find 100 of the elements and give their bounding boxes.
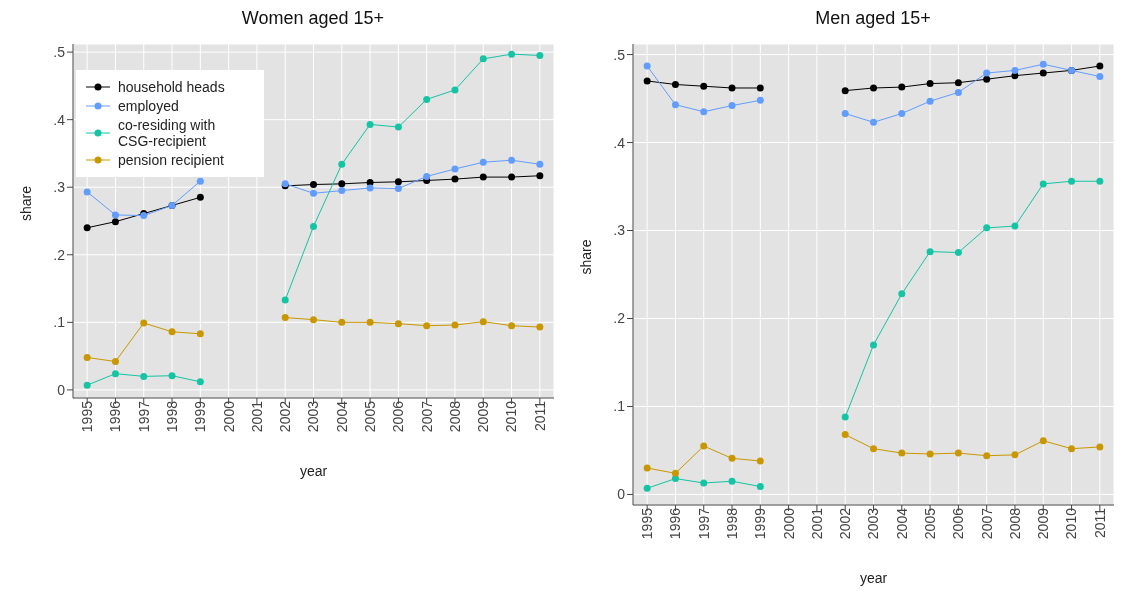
point [479, 173, 487, 181]
point [451, 86, 459, 94]
x-tick-label: 1999 [192, 400, 209, 433]
x-tick-label: 1997 [695, 507, 712, 540]
point [1096, 73, 1104, 81]
legend-label: pension recipient [118, 152, 224, 168]
point [671, 80, 679, 88]
point [366, 120, 374, 128]
point [196, 330, 204, 338]
x-tick-label: 1998 [163, 400, 180, 433]
point [756, 84, 764, 92]
x-tick-label: 2003 [865, 507, 882, 540]
point [1096, 443, 1104, 451]
point [1096, 177, 1104, 185]
x-tick-label: 2004 [333, 400, 350, 433]
point [841, 413, 849, 421]
x-axis-title: year [299, 463, 328, 479]
point [423, 95, 431, 103]
chart-title: Women aged 15+ [240, 8, 386, 30]
point [756, 483, 764, 491]
point [671, 469, 679, 477]
y-tick-label: .5 [613, 46, 626, 63]
x-tick-label: 2001 [808, 507, 825, 540]
x-tick-label: 1995 [79, 400, 96, 433]
point [111, 370, 119, 378]
y-tick-label: .4 [613, 134, 626, 151]
x-tick-label: 2005 [362, 400, 379, 433]
point [643, 77, 651, 85]
x-tick-label: 1998 [723, 507, 740, 540]
point [870, 84, 877, 92]
chart-title: Men aged 15+ [814, 8, 932, 30]
x-tick-label: 2007 [978, 507, 995, 540]
point [643, 464, 651, 472]
x-tick-label: 2002 [837, 507, 854, 540]
point [111, 358, 119, 366]
point [1096, 62, 1104, 70]
point [954, 79, 962, 87]
point [111, 211, 119, 219]
y-tick-label: .2 [53, 246, 66, 263]
x-tick-label: 1996 [667, 507, 684, 540]
point [728, 84, 736, 92]
point [700, 479, 708, 487]
point [954, 449, 962, 457]
legend-label: employed [118, 98, 179, 114]
point [83, 353, 91, 361]
point [756, 457, 764, 465]
point [140, 372, 148, 380]
point [536, 160, 544, 168]
point [898, 83, 906, 91]
point [536, 323, 544, 331]
y-tick-label: .2 [613, 310, 626, 327]
point [479, 318, 487, 326]
point [926, 97, 934, 105]
x-tick-label: 2009 [1035, 507, 1052, 540]
point [643, 484, 651, 492]
y-tick-label: .1 [53, 314, 66, 331]
point [451, 175, 459, 183]
point [954, 88, 962, 96]
point [1011, 222, 1019, 230]
y-tick-label: .5 [53, 44, 66, 61]
point [1011, 66, 1019, 74]
y-axis-title: share [17, 185, 34, 221]
point [898, 290, 906, 298]
x-tick-label: 2001 [248, 400, 265, 433]
y-tick-label: .3 [613, 222, 626, 239]
point [394, 320, 402, 328]
point [1039, 69, 1047, 77]
point [338, 160, 346, 168]
point [508, 50, 516, 58]
point [841, 431, 849, 439]
x-tick-label: 2000 [220, 400, 237, 433]
point [1068, 445, 1076, 453]
point [536, 172, 544, 180]
y-tick-label: .4 [53, 111, 66, 128]
point [1039, 437, 1047, 445]
point [898, 110, 906, 117]
point [1039, 180, 1047, 188]
point [310, 222, 317, 230]
point [83, 224, 91, 232]
x-tick-label: 2006 [390, 400, 407, 433]
point [196, 378, 204, 386]
point [479, 158, 487, 166]
point [671, 101, 679, 109]
point [954, 249, 962, 257]
point [310, 316, 317, 324]
x-tick-label: 2008 [1006, 507, 1023, 540]
point [926, 248, 934, 256]
point [870, 118, 877, 126]
y-tick-label: 0 [57, 381, 66, 398]
point [168, 372, 176, 380]
point [83, 381, 91, 389]
point [508, 173, 516, 181]
x-tick-label: 1995 [639, 507, 656, 540]
x-tick-label: 2005 [922, 507, 939, 540]
x-tick-label: 2008 [446, 400, 463, 433]
x-tick-label: 2002 [277, 400, 294, 433]
point [281, 314, 289, 322]
point [310, 181, 317, 189]
point [83, 188, 91, 196]
x-tick-label: 1997 [135, 400, 152, 433]
